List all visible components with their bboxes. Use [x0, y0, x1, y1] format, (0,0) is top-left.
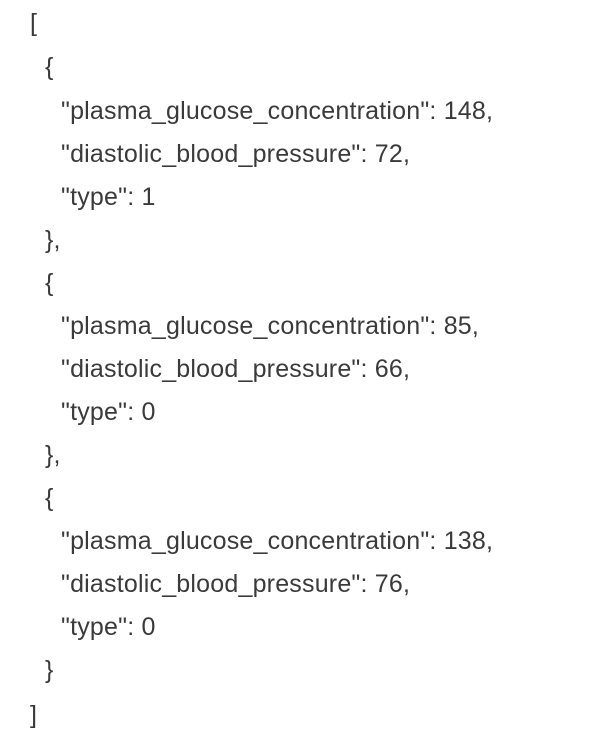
- record-2-type-line: "type": 0: [61, 398, 156, 426]
- object-open-brace: {: [45, 484, 54, 512]
- record-3-pressure-line: "diastolic_blood_pressure": 76,: [61, 570, 411, 598]
- record-1-glucose-line: "plasma_glucose_concentration": 148,: [61, 97, 494, 125]
- array-close-bracket: ]: [30, 701, 38, 729]
- object-close-brace: }: [45, 656, 54, 684]
- object-open-brace: {: [45, 269, 54, 297]
- record-3-type-line: "type": 0: [61, 613, 156, 641]
- object-close-brace: },: [45, 441, 61, 469]
- array-open-bracket: [: [30, 9, 38, 37]
- object-open-brace: {: [45, 53, 54, 81]
- record-2-pressure-line: "diastolic_blood_pressure": 66,: [61, 355, 411, 383]
- object-close-brace: },: [45, 226, 61, 254]
- record-2-glucose-line: "plasma_glucose_concentration": 85,: [61, 312, 480, 340]
- record-3-glucose-line: "plasma_glucose_concentration": 138,: [61, 527, 494, 555]
- record-1-pressure-line: "diastolic_blood_pressure": 72,: [61, 140, 411, 168]
- record-1-type-line: "type": 1: [61, 183, 156, 211]
